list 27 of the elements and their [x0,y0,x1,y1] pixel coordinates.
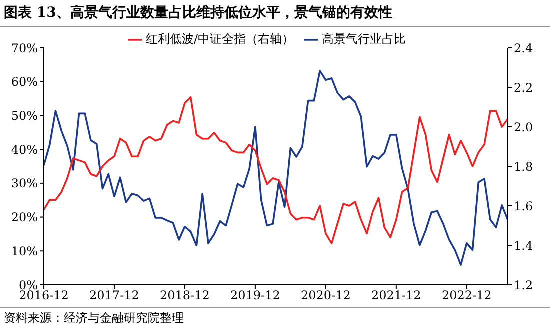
y2-tick-label: 1.4 [514,238,534,253]
y-tick-label: 60% [11,75,38,90]
y-tick-label: 10% [11,244,38,258]
x-tick-label: 2018-12 [160,288,210,303]
y2-tick-label: 2.0 [514,120,534,134]
legend-label: 高景气行业占比 [322,32,406,46]
y2-tick-label: 2.2 [514,80,534,95]
x-tick-label: 2021-12 [371,288,422,303]
chart-title: 图表 13、高景气行业数量占比维持低位水平，景气锚的有效性 [0,0,550,27]
y2-tick-label: 1.8 [514,160,534,174]
x-tick-label: 2017-12 [90,288,140,303]
y-tick-label: 40% [11,142,38,157]
y-tick-label: 70% [11,41,38,56]
x-tick-label: 2020-12 [300,288,351,303]
x-tick-label: 2019-12 [230,288,280,303]
line-series [44,96,508,244]
y-tick-label: 20% [11,210,38,225]
y2-tick-label: 2.4 [514,41,534,56]
x-tick-label: 2016-12 [19,288,69,303]
y-tick-label: 30% [11,176,38,191]
y-tick-label: 50% [11,108,38,123]
x-tick-label: 2022-12 [442,288,492,303]
text: 资料来源：经济与金融研究院整理 [0,307,550,329]
y2-tick-label: 1.6 [514,199,534,214]
y2-tick-label: 1.2 [514,278,534,292]
legend-label: 红利低波/中证全指（右轴） [146,32,294,46]
line-series [44,70,508,266]
